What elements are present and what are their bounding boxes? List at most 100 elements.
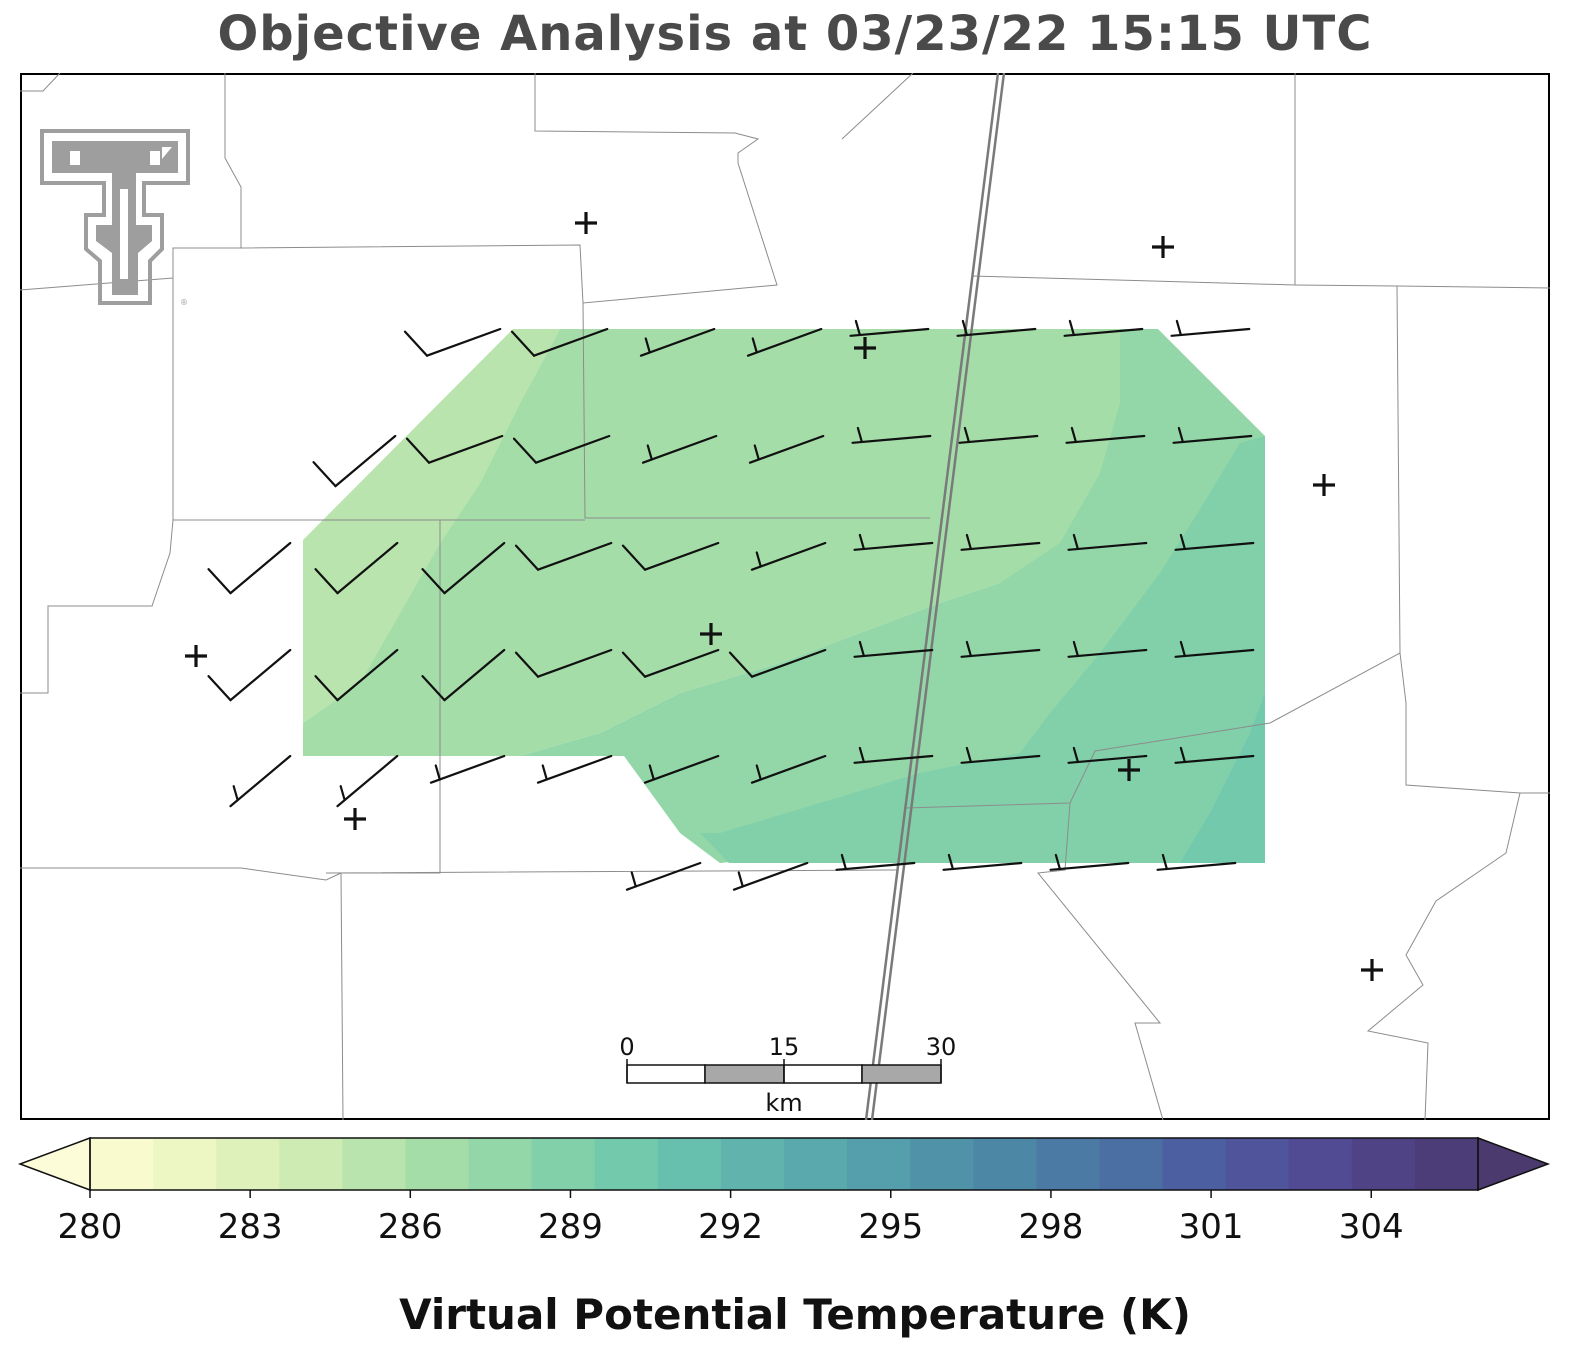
wind-barb [960,640,1041,658]
colorbar-cell [279,1138,343,1190]
colorbar-cell [1288,1138,1353,1190]
wind-barb [853,640,934,658]
colorbar-tick-label: 286 [378,1207,443,1247]
scale-label-30: 30 [926,1033,957,1061]
wind-barb [1067,533,1148,551]
wind-barb [639,327,716,357]
wind-barb [207,648,292,702]
colorbar-under-arrow [17,1136,91,1192]
station-marker[interactable] [854,337,876,359]
map-panel[interactable]: ® 0 15 30 km [20,73,1550,1120]
colorbar-tick-label: 280 [58,1207,123,1247]
field-band-285 [303,329,1265,756]
wind-barb [625,861,702,891]
wind-barb [851,426,932,444]
wind-barb [314,648,399,702]
map-frame [20,73,1550,1120]
wind-barb [314,541,399,595]
station-marker[interactable] [185,645,207,667]
scale-label-0: 0 [619,1033,634,1061]
wind-barb [960,746,1041,764]
station-marker[interactable] [1313,474,1335,496]
station-marker[interactable] [1152,236,1174,258]
wind-barb [956,319,1037,337]
wind-barb [1049,853,1130,871]
wind-barb [942,853,1023,871]
wind-barb [750,754,827,784]
colorbar-cell [468,1138,533,1190]
wind-barb [207,541,292,595]
colorbar-cell [1225,1138,1290,1190]
svg-text:®: ® [180,298,188,307]
wind-barb [1156,853,1237,871]
colorbar-cell [784,1138,848,1190]
wind-barb [421,648,506,702]
colorbar-cell [973,1138,1037,1190]
map-title: Objective Analysis at 03/23/22 15:15 UTC [217,6,1373,62]
wind-barb [336,754,399,808]
wind-barb [1065,426,1146,444]
texas-tech-double-t-logo: ® [40,129,190,307]
wind-barb [512,434,611,464]
colorbar-tick-label: 292 [698,1207,763,1247]
field-band-287 [700,436,1265,863]
wind-barb [849,319,930,337]
colorbar-over-arrow [1477,1136,1551,1192]
colorbar-cell [720,1138,785,1190]
colorbar-cell [594,1138,659,1190]
station-marker[interactable] [1361,959,1383,981]
colorbar-cell [216,1138,280,1190]
highway [864,73,1006,1120]
wind-barb [1174,640,1255,658]
wind-barb [429,754,506,784]
wind-barb [421,541,506,595]
station-marker[interactable] [344,808,366,830]
wind-barbs [207,319,1255,891]
wind-barb [1174,533,1255,551]
colorbar-outline [89,1137,1479,1191]
wind-barb [853,746,934,764]
field-band-288 [1180,693,1265,863]
station-marker[interactable] [700,623,722,645]
colorbar-cell [1162,1138,1227,1190]
colorbar-tick-label: 298 [1018,1207,1083,1247]
wind-barb [403,327,502,357]
colorbar-cell [910,1138,974,1190]
colorbar-tick-label: 304 [1339,1207,1404,1247]
wind-barb [536,754,613,784]
colorbar-cells [90,1138,1479,1190]
colorbar-cell [342,1138,406,1190]
wind-barb [960,533,1041,551]
colorbar-cell [657,1138,722,1190]
colorbar-cell [847,1138,911,1190]
wind-barb [748,434,825,464]
colorbar-cell [1036,1138,1100,1190]
colorbar-tick-label: 301 [1179,1207,1244,1247]
wind-barb [1170,319,1251,337]
wind-barb [229,754,292,808]
station-marker[interactable] [1118,759,1140,781]
wind-barb [312,434,397,488]
colorbar-cell [90,1138,154,1190]
analysis-field [303,329,1265,863]
colorbar-cell [531,1138,596,1190]
colorbar-cell [1351,1138,1416,1190]
wind-barb [641,434,718,464]
wind-barb [958,426,1039,444]
wind-barb [510,327,609,357]
wind-barb [1174,746,1255,764]
colorbar-cell [1099,1138,1164,1190]
wind-barb [514,648,613,678]
colorbar-cell [1414,1138,1479,1190]
wind-barb [514,541,613,571]
wind-barb [750,541,827,571]
colorbar-cell [405,1138,470,1190]
colorbar: 280 283 286 289 292 295 298 301 304 [17,1136,1551,1247]
wind-barb [1067,746,1148,764]
wind-barb [1063,319,1144,337]
station-marker[interactable] [575,212,597,234]
colorbar-tick-label: 283 [218,1207,283,1247]
station-markers [185,212,1383,981]
wind-barb [853,533,934,551]
wind-barb [1067,640,1148,658]
